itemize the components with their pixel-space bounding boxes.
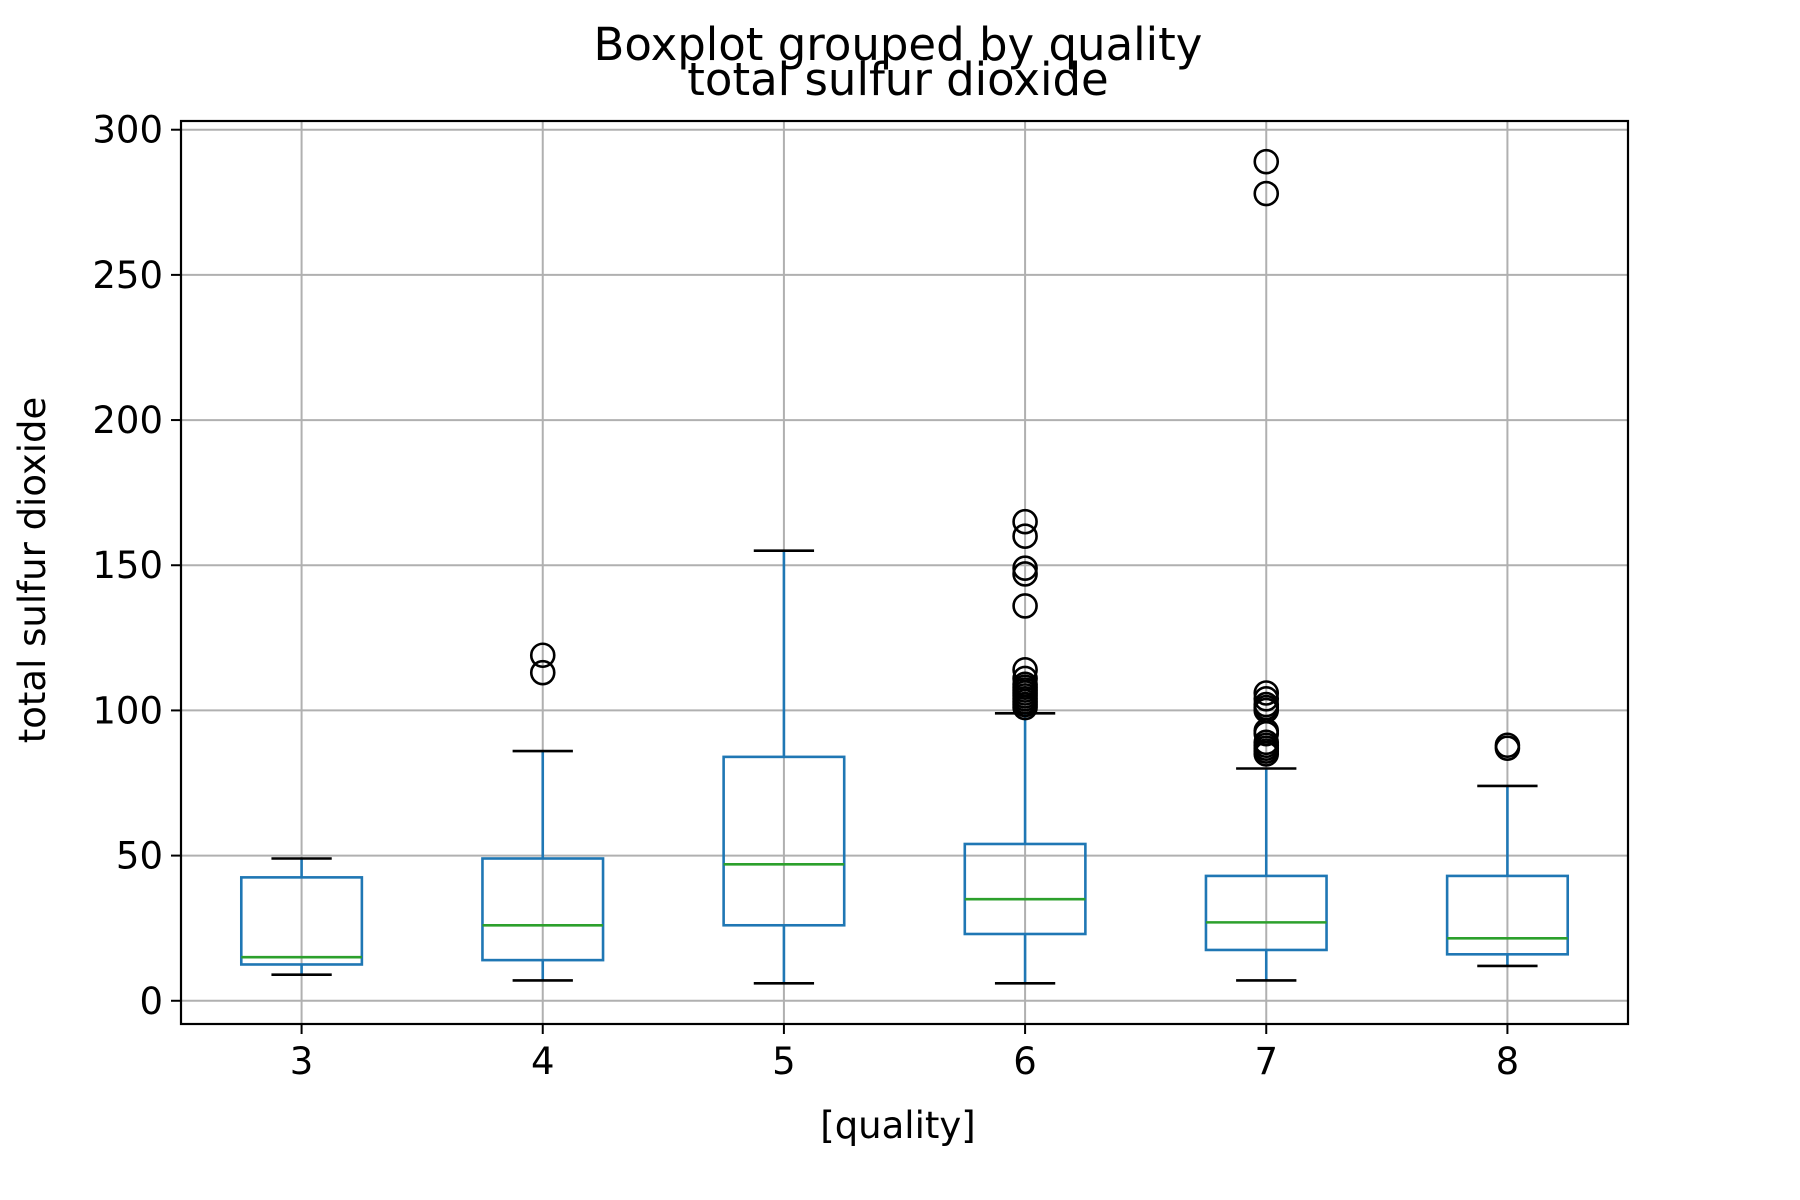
- iqr-box-8: [1445, 874, 1570, 956]
- outlier-point: [1012, 555, 1038, 581]
- box-group-3: [239, 857, 364, 976]
- outlier-point: [1012, 561, 1038, 587]
- outlier-point: [1253, 180, 1280, 207]
- chart-title: total sulfur dioxide: [687, 53, 1108, 106]
- y-tick-label-300: 300: [92, 109, 163, 152]
- x-tick-label-3: 3: [290, 1040, 314, 1083]
- outlier-point: [529, 642, 556, 669]
- outlier-point: [1494, 732, 1521, 759]
- x-axis-label: [quality]: [820, 1104, 975, 1147]
- outlier-point: [1012, 656, 1038, 683]
- iqr-box-3: [239, 876, 364, 966]
- outlier-point: [1012, 508, 1038, 535]
- y-tick-label-50: 50: [116, 835, 163, 878]
- x-tick-label-6: 6: [1013, 1040, 1037, 1083]
- iqr-box-6: [963, 842, 1087, 936]
- outlier-point: [1012, 593, 1038, 619]
- axis-ticks: 0 50 100 150 200 250 300 3 4 5 6 7 8: [92, 109, 1519, 1083]
- boxes: [239, 148, 1570, 985]
- y-tick-label-150: 150: [92, 544, 163, 587]
- y-tick-label-0: 0: [139, 980, 163, 1023]
- box-group-4: [481, 642, 605, 982]
- iqr-box-4: [481, 857, 605, 962]
- y-tick-label-200: 200: [92, 399, 163, 442]
- x-tick-label-4: 4: [531, 1040, 555, 1083]
- chart-suptitle: Boxplot grouped by quality: [594, 18, 1203, 71]
- y-tick-label-100: 100: [92, 689, 163, 732]
- iqr-box-5: [722, 755, 846, 927]
- outlier-point: [1253, 148, 1280, 175]
- box-group-8: [1445, 732, 1570, 968]
- box-group-5: [722, 549, 846, 985]
- outlier-point: [1253, 686, 1280, 712]
- outlier-point: [529, 659, 556, 686]
- outlier-point: [1012, 523, 1038, 550]
- box-group-6: [963, 508, 1087, 985]
- plot-frame: [179, 119, 1630, 1026]
- box-group-7: [1204, 148, 1328, 982]
- iqr-box-7: [1204, 874, 1328, 952]
- outlier-point: [1012, 671, 1038, 698]
- x-tick-label-8: 8: [1496, 1040, 1520, 1083]
- y-tick-label-250: 250: [92, 254, 163, 297]
- outlier-point: [1253, 691, 1280, 718]
- outlier-point: [1253, 729, 1280, 756]
- y-axis-label: total sulfur dioxide: [11, 397, 54, 744]
- x-tick-label-5: 5: [772, 1040, 796, 1083]
- x-tick-label-7: 7: [1254, 1040, 1278, 1083]
- outlier-point: [1012, 665, 1038, 692]
- grid-lines: [181, 121, 1628, 1024]
- outlier-point: [1253, 680, 1280, 706]
